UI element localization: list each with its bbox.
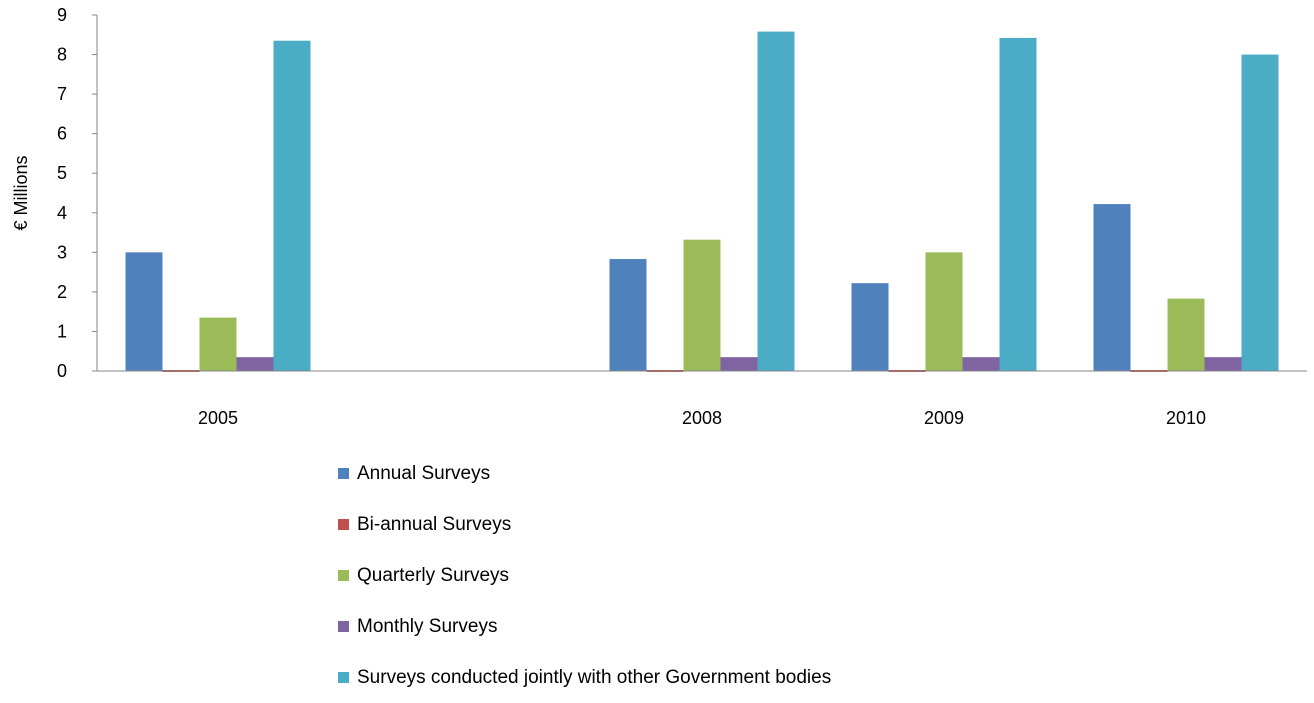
legend-item: Surveys conducted jointly with other Gov… bbox=[338, 652, 831, 703]
legend-swatch bbox=[338, 468, 349, 479]
bar-surveys-conducted-jointly-with-other-government-bodies-2010 bbox=[1241, 54, 1279, 372]
bar-quarterly-surveys-2010 bbox=[1167, 298, 1205, 371]
bar-surveys-conducted-jointly-with-other-government-bodies-2009 bbox=[999, 37, 1037, 371]
x-tick-label: 2008 bbox=[682, 408, 722, 428]
legend-swatch bbox=[338, 672, 349, 683]
legend-label: Bi-annual Surveys bbox=[357, 513, 512, 535]
x-tick-label: 2009 bbox=[924, 408, 964, 428]
y-tick-label: 3 bbox=[57, 242, 67, 262]
bar-annual-surveys-2010 bbox=[1093, 204, 1131, 371]
legend-label: Surveys conducted jointly with other Gov… bbox=[357, 666, 832, 688]
bars bbox=[125, 31, 1279, 372]
legend-item: Monthly Surveys bbox=[338, 601, 831, 652]
bar-quarterly-surveys-2008 bbox=[683, 239, 721, 371]
legend-item: Annual Surveys bbox=[338, 448, 831, 499]
legend: Annual Surveys Bi-annual Surveys Quarterly… bbox=[338, 448, 831, 703]
legend-label: Annual Surveys bbox=[357, 462, 491, 484]
y-tick-label: 2 bbox=[57, 282, 67, 302]
y-tick-label: 4 bbox=[57, 203, 67, 223]
y-tick-label: 1 bbox=[57, 321, 67, 341]
bar-annual-surveys-2009 bbox=[851, 283, 889, 371]
bar-monthly-surveys-2008 bbox=[720, 357, 758, 371]
bar-annual-surveys-2008 bbox=[609, 259, 647, 371]
legend-label: Monthly Surveys bbox=[357, 615, 498, 637]
legend-label: Quarterly Surveys bbox=[357, 564, 510, 586]
x-tick-label: 2010 bbox=[1166, 408, 1206, 428]
y-axis-title: € Millions bbox=[11, 155, 31, 230]
legend-swatch bbox=[338, 570, 349, 581]
bar-monthly-surveys-2009 bbox=[962, 357, 1000, 371]
x-tick-label: 2005 bbox=[198, 408, 238, 428]
y-axis: 0 1 2 3 4 5 6 7 8 9 bbox=[57, 5, 98, 381]
y-tick-label: 8 bbox=[57, 45, 67, 65]
y-tick-label: 5 bbox=[57, 163, 67, 183]
bar-annual-surveys-2005 bbox=[125, 252, 163, 371]
legend-item: Quarterly Surveys bbox=[338, 550, 831, 601]
legend-item: Bi-annual Surveys bbox=[338, 499, 831, 550]
y-tick-label: 6 bbox=[57, 124, 67, 144]
bar-monthly-surveys-2010 bbox=[1204, 357, 1242, 371]
legend-swatch bbox=[338, 519, 349, 530]
y-tick-label: 0 bbox=[57, 361, 67, 381]
bar-surveys-conducted-jointly-with-other-government-bodies-2005 bbox=[273, 40, 311, 371]
bar-chart: 0 1 2 3 4 5 6 7 8 9 2005 2008 2009 2010 € Millions bbox=[11, 5, 1307, 428]
y-tick-label: 9 bbox=[57, 5, 67, 25]
bar-quarterly-surveys-2009 bbox=[925, 252, 963, 371]
bar-quarterly-surveys-2005 bbox=[199, 317, 237, 371]
y-tick-label: 7 bbox=[57, 84, 67, 104]
legend-swatch bbox=[338, 621, 349, 632]
bar-surveys-conducted-jointly-with-other-government-bodies-2008 bbox=[757, 31, 795, 371]
x-axis: 2005 2008 2009 2010 bbox=[97, 370, 1307, 428]
bar-monthly-surveys-2005 bbox=[236, 357, 274, 371]
